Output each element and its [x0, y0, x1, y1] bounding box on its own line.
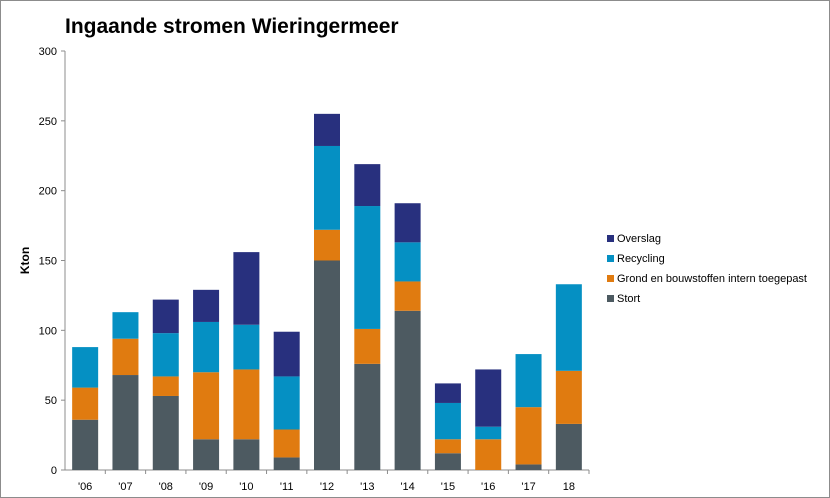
y-tick-label: 100	[39, 325, 57, 337]
legend-label-grond-en-bouwstoffen-intern-toegepast: Grond en bouwstoffen intern toegepast	[617, 273, 807, 285]
x-tick-label: '10	[239, 481, 253, 493]
x-tick-label: '08	[159, 481, 173, 493]
x-tick-label: '11	[280, 481, 294, 493]
bar-segment-recycling-10	[475, 426, 502, 440]
x-tick-label: 18	[563, 481, 575, 493]
bar-segment-grond-en-bouwstoffen-intern-toegepast-8	[394, 281, 421, 311]
bar-segment-grond-en-bouwstoffen-intern-toegepast-7	[354, 328, 381, 364]
bar-segment-stort-3	[193, 439, 220, 470]
bar-segment-grond-en-bouwstoffen-intern-toegepast-10	[475, 439, 502, 470]
legend: Overslag Recycling Grond en bouwstoffen in…	[607, 233, 807, 305]
bar-segment-grond-en-bouwstoffen-intern-toegepast-4	[233, 369, 260, 440]
y-axis-title: Kton	[18, 247, 32, 274]
bar-segment-recycling-3	[193, 321, 220, 373]
bar-segment-overslag-3	[193, 289, 220, 322]
bars	[72, 113, 582, 470]
y-tick-label: 50	[45, 395, 57, 407]
bar-segment-grond-en-bouwstoffen-intern-toegepast-2	[152, 376, 179, 396]
legend-swatch-overslag	[607, 235, 614, 242]
x-tick-label: '07	[118, 481, 132, 493]
legend-swatch-stort	[607, 295, 614, 302]
y-axis-ticks: 0 50 100 150 200 250 300	[39, 46, 65, 477]
bar-segment-stort-7	[354, 363, 381, 470]
bar-segment-stort-6	[314, 260, 340, 470]
x-tick-label: '06	[78, 481, 92, 493]
bar-segment-grond-en-bouwstoffen-intern-toegepast-5	[273, 429, 300, 458]
legend-label-overslag: Overslag	[617, 233, 661, 245]
x-tick-label: '17	[521, 481, 535, 493]
bar-segment-overslag-2	[152, 299, 179, 334]
bar-segment-recycling-0	[72, 347, 99, 388]
bar-segment-grond-en-bouwstoffen-intern-toegepast-1	[112, 338, 139, 376]
x-axis-ticks: '06 '07 '08 '09 '10 '11 '12 '13 '14 '15 '16 '17 18	[78, 470, 590, 493]
bar-segment-recycling-2	[152, 333, 179, 377]
bar-segment-overslag-4	[233, 252, 260, 325]
bar-segment-overslag-8	[394, 203, 421, 243]
bar-segment-stort-0	[72, 419, 99, 470]
bar-segment-grond-en-bouwstoffen-intern-toegepast-11	[515, 407, 542, 465]
bar-segment-recycling-11	[515, 354, 542, 408]
bar-segment-grond-en-bouwstoffen-intern-toegepast-9	[434, 439, 461, 454]
bar-segment-overslag-9	[434, 383, 461, 403]
y-tick-label: 300	[39, 46, 57, 58]
legend-swatch-grond-en-bouwstoffen-intern-toegepast	[607, 275, 614, 282]
bar-segment-grond-en-bouwstoffen-intern-toegepast-12	[555, 370, 582, 424]
bar-segment-stort-5	[273, 457, 300, 470]
bar-segment-recycling-9	[434, 402, 461, 440]
bar-segment-overslag-5	[273, 331, 300, 377]
bar-segment-recycling-4	[233, 324, 260, 370]
bar-segment-stort-11	[515, 464, 542, 470]
x-tick-label: '12	[320, 481, 334, 493]
bar-segment-grond-en-bouwstoffen-intern-toegepast-0	[72, 387, 99, 420]
bar-segment-stort-8	[394, 310, 421, 470]
legend-label-recycling: Recycling	[617, 253, 665, 265]
x-tick-label: '09	[199, 481, 213, 493]
y-tick-label: 250	[39, 116, 57, 128]
legend-swatch-recycling	[607, 255, 614, 262]
legend-label-stort: Stort	[617, 293, 640, 305]
bar-segment-stort-12	[555, 423, 582, 470]
bar-segment-stort-1	[112, 375, 139, 470]
bar-segment-recycling-12	[555, 284, 582, 371]
bar-segment-overslag-10	[475, 369, 502, 427]
y-tick-label: 0	[51, 465, 57, 477]
bar-segment-recycling-1	[112, 312, 139, 339]
y-tick-label: 150	[39, 256, 57, 268]
bar-segment-stort-4	[233, 439, 260, 470]
x-tick-label: '15	[441, 481, 455, 493]
bar-segment-grond-en-bouwstoffen-intern-toegepast-6	[314, 229, 340, 261]
x-tick-label: '14	[400, 481, 414, 493]
bar-segment-overslag-7	[354, 164, 381, 207]
bar-segment-grond-en-bouwstoffen-intern-toegepast-3	[193, 372, 220, 440]
bar-segment-recycling-5	[273, 376, 300, 430]
bar-segment-stort-9	[434, 453, 461, 470]
bar-segment-recycling-8	[394, 242, 421, 282]
bar-segment-recycling-6	[314, 145, 340, 230]
chart-title: Ingaande stromen Wieringermeer	[65, 15, 399, 38]
y-tick-label: 200	[39, 186, 57, 198]
x-tick-label: '13	[360, 481, 374, 493]
bar-segment-stort-2	[152, 395, 179, 470]
x-tick-label: '16	[481, 481, 495, 493]
bar-segment-recycling-7	[354, 206, 381, 329]
bar-segment-overslag-6	[314, 113, 340, 146]
